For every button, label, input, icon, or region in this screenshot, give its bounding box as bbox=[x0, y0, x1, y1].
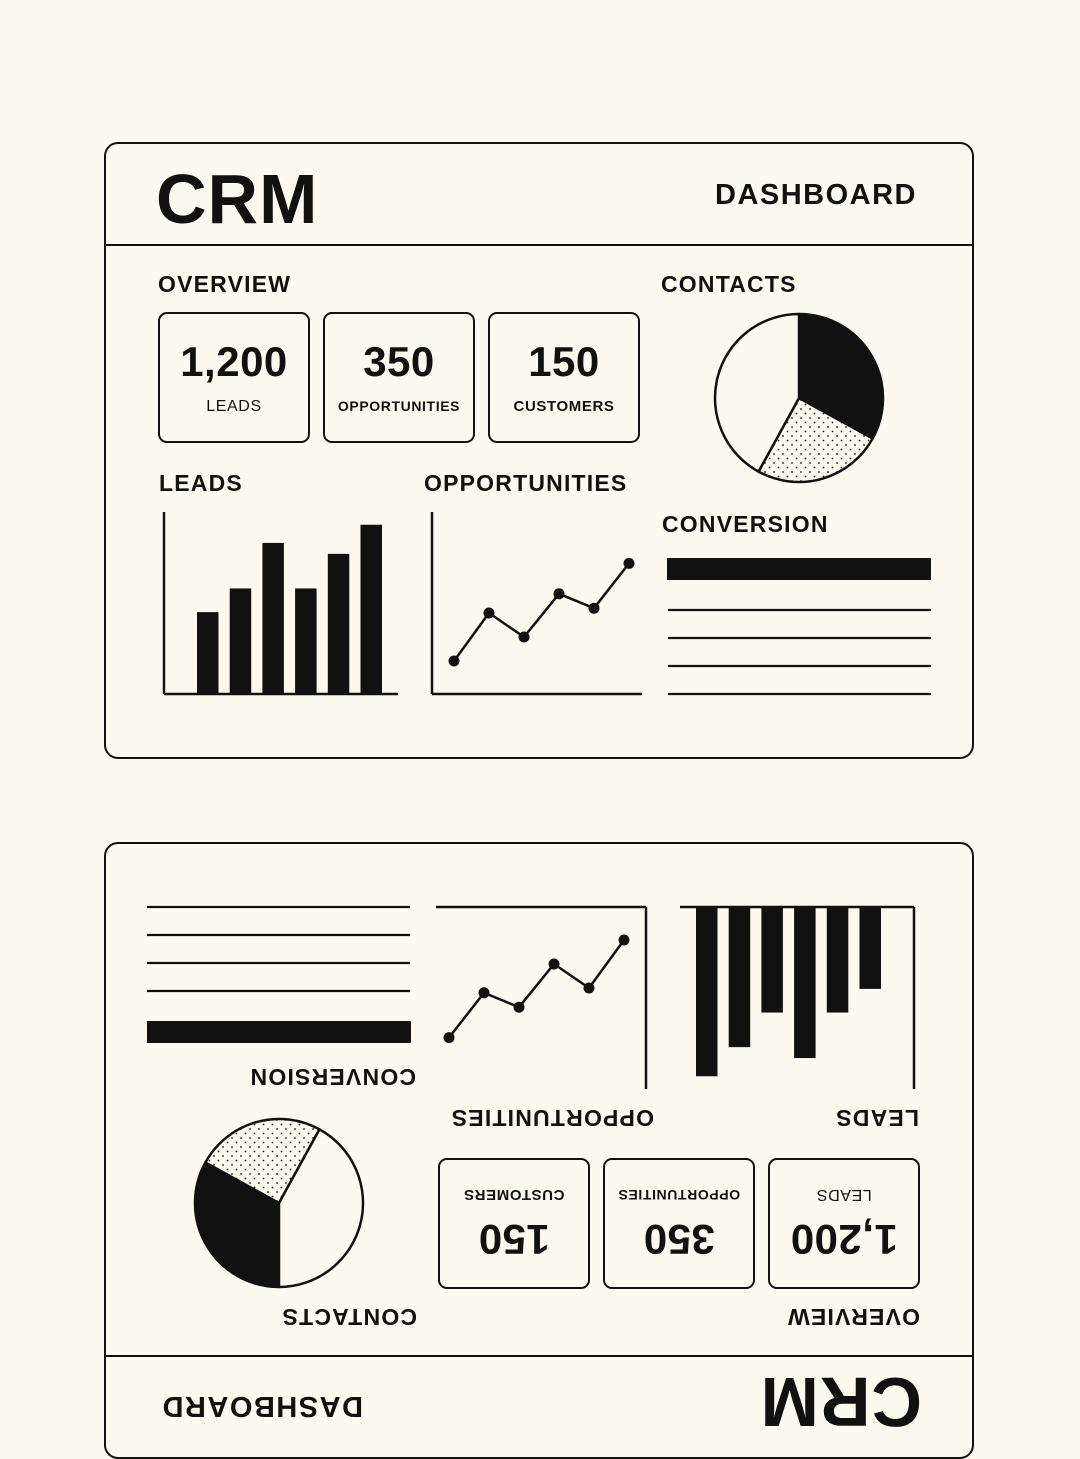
leads-heading: LEADS bbox=[835, 1105, 919, 1131]
opportunities-point-0 bbox=[448, 655, 460, 667]
contacts-pie-chart bbox=[713, 312, 885, 484]
brand-logo-text: CRM bbox=[156, 160, 319, 238]
opportunities-point-3 bbox=[513, 1001, 525, 1013]
stat-card-opportunities[interactable]: 350 OPPORTUNITIES bbox=[323, 312, 475, 443]
stat-label-leads: LEADS bbox=[816, 1186, 872, 1203]
opportunities-point-4 bbox=[588, 602, 600, 614]
leads-bar-2 bbox=[262, 542, 284, 694]
leads-bar-chart bbox=[162, 512, 398, 696]
brand-logo-text: CRM bbox=[759, 1363, 922, 1441]
crm-dashboard-panel: CRM DASHBOARD OVERVIEW CONTACTS 1,200 LE… bbox=[104, 142, 974, 759]
conversion-rows bbox=[667, 558, 931, 696]
overview-heading: OVERVIEW bbox=[786, 1304, 920, 1330]
opportunities-point-4 bbox=[478, 987, 490, 999]
contacts-heading: CONTACTS bbox=[281, 1304, 417, 1330]
stat-card-customers[interactable]: 150 CUSTOMERS bbox=[438, 1158, 590, 1289]
leads-bar-chart bbox=[680, 905, 916, 1089]
opportunities-line-chart bbox=[430, 512, 642, 696]
crm-dashboard-panel-mirrored: CRM DASHBOARD OVERVIEW CONTACTS 1,200 LE… bbox=[104, 842, 974, 1459]
leads-bar-1 bbox=[229, 588, 252, 694]
overview-heading: OVERVIEW bbox=[158, 271, 292, 297]
stat-card-customers[interactable]: 150 CUSTOMERS bbox=[488, 312, 640, 443]
stat-label-opportunities: OPPORTUNITIES bbox=[337, 398, 461, 414]
conversion-heading: CONVERSION bbox=[249, 1064, 416, 1090]
stat-value-opportunities: 350 bbox=[363, 338, 435, 385]
leads-bar-1 bbox=[826, 907, 849, 1013]
opportunities-point-5 bbox=[623, 557, 635, 569]
leads-bar-5 bbox=[696, 907, 718, 1077]
pie-slice-0 bbox=[193, 1161, 281, 1289]
conversion-heading: CONVERSION bbox=[662, 511, 829, 537]
stat-card-leads[interactable]: 1,200 LEADS bbox=[768, 1158, 920, 1289]
leads-bar-4 bbox=[728, 907, 751, 1048]
pie-slice-2 bbox=[713, 312, 801, 473]
leads-bar-3 bbox=[761, 907, 783, 1013]
opportunities-point-2 bbox=[518, 631, 530, 643]
leads-bar-0 bbox=[197, 612, 219, 694]
leads-bar-0 bbox=[859, 907, 881, 989]
opportunities-point-2 bbox=[548, 958, 560, 970]
stat-label-customers: CUSTOMERS bbox=[463, 1186, 565, 1203]
leads-bar-5 bbox=[360, 524, 382, 694]
stat-value-customers: 150 bbox=[478, 1216, 550, 1263]
opportunities-heading: OPPORTUNITIES bbox=[424, 470, 628, 496]
stat-label-opportunities: OPPORTUNITIES bbox=[617, 1187, 741, 1203]
dashboard-header: CRM DASHBOARD bbox=[106, 144, 972, 246]
conversion-rows bbox=[147, 905, 411, 1043]
stat-value-opportunities: 350 bbox=[643, 1216, 715, 1263]
stat-card-leads[interactable]: 1,200 LEADS bbox=[158, 312, 310, 443]
leads-heading: LEADS bbox=[159, 470, 243, 496]
conversion-highlight-bar bbox=[147, 1021, 411, 1043]
opportunities-point-3 bbox=[553, 588, 565, 600]
stat-value-customers: 150 bbox=[528, 338, 600, 385]
leads-bar-3 bbox=[295, 588, 317, 694]
stat-value-leads: 1,200 bbox=[180, 338, 288, 385]
opportunities-series-line bbox=[448, 939, 626, 1039]
opportunities-point-1 bbox=[583, 982, 595, 994]
stat-label-customers: CUSTOMERS bbox=[513, 398, 615, 415]
leads-bar-2 bbox=[794, 907, 816, 1059]
stat-card-opportunities[interactable]: 350 OPPORTUNITIES bbox=[603, 1158, 755, 1289]
pie-slice-2 bbox=[277, 1128, 365, 1289]
opportunities-heading: OPPORTUNITIES bbox=[450, 1105, 654, 1131]
pie-slice-0 bbox=[797, 312, 885, 440]
stat-value-leads: 1,200 bbox=[790, 1216, 898, 1263]
page-title: DASHBOARD bbox=[161, 1390, 363, 1422]
opportunities-point-1 bbox=[483, 607, 495, 619]
conversion-highlight-bar bbox=[667, 558, 931, 580]
opportunities-point-5 bbox=[443, 1032, 455, 1044]
contacts-heading: CONTACTS bbox=[661, 271, 797, 297]
pie-slice-1 bbox=[204, 1117, 321, 1205]
opportunities-line-chart bbox=[436, 905, 648, 1089]
opportunities-point-0 bbox=[618, 934, 630, 946]
contacts-pie-chart bbox=[193, 1117, 365, 1289]
dashboard-header: CRM DASHBOARD bbox=[106, 1355, 972, 1457]
pie-slice-1 bbox=[757, 396, 874, 484]
opportunities-series-line bbox=[452, 562, 630, 662]
stat-label-leads: LEADS bbox=[206, 398, 262, 415]
page-title: DASHBOARD bbox=[715, 179, 917, 211]
leads-bar-4 bbox=[327, 553, 350, 694]
